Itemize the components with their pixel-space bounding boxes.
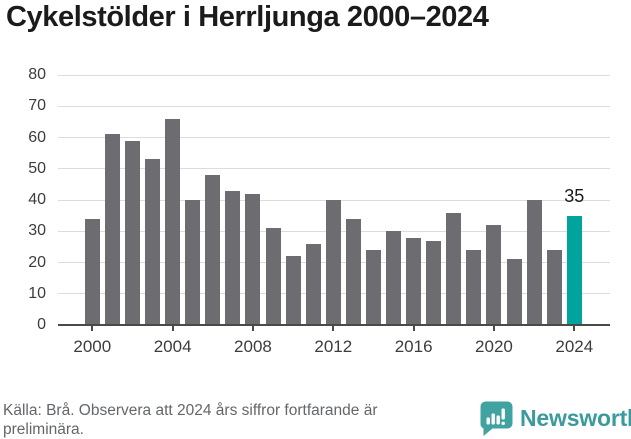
x-axis-tick-label: 2016 bbox=[394, 337, 433, 356]
x-axis-tick-label: 2004 bbox=[153, 337, 192, 356]
y-axis-tick-label: 40 bbox=[28, 191, 46, 208]
bar-2019 bbox=[466, 250, 482, 325]
bar-2002 bbox=[124, 140, 140, 325]
chart-title: Cykelstölder i Herrljunga 2000–2024 bbox=[6, 1, 489, 33]
highlight-value-label: 35 bbox=[564, 185, 585, 206]
newsworthy-logo: Newsworthy bbox=[478, 400, 631, 436]
bar-2008 bbox=[245, 193, 261, 325]
bar-2007 bbox=[225, 190, 241, 325]
bar-2017 bbox=[426, 240, 442, 325]
gridline bbox=[58, 74, 610, 76]
bar-2024 bbox=[566, 215, 582, 325]
bar-2015 bbox=[386, 231, 402, 325]
x-axis-tick bbox=[492, 326, 495, 331]
x-axis-tick bbox=[171, 326, 174, 331]
gridline bbox=[58, 168, 610, 170]
gridline bbox=[58, 105, 610, 107]
gridline bbox=[58, 137, 610, 138]
bar-2005 bbox=[185, 200, 201, 325]
bar-2018 bbox=[446, 212, 462, 325]
bar-2004 bbox=[165, 118, 181, 325]
bar-2016 bbox=[406, 237, 422, 325]
x-axis-tick bbox=[91, 326, 94, 331]
bar-2020 bbox=[486, 225, 502, 325]
x-axis-tick-label: 2008 bbox=[234, 337, 272, 356]
bar-2013 bbox=[345, 218, 361, 325]
bar-2000 bbox=[84, 218, 100, 325]
bar-2021 bbox=[506, 259, 522, 325]
x-axis-tick bbox=[332, 326, 335, 331]
y-axis-tick-label: 10 bbox=[28, 284, 46, 302]
bar-2023 bbox=[546, 250, 562, 325]
y-axis-tick-label: 60 bbox=[28, 128, 46, 146]
x-axis-tick bbox=[251, 326, 254, 331]
x-axis-tick bbox=[412, 326, 415, 331]
bar-2010 bbox=[285, 256, 301, 325]
x-axis-tick-label: 2012 bbox=[314, 337, 353, 356]
y-axis-tick-label: 20 bbox=[28, 253, 46, 271]
bar-2003 bbox=[145, 159, 161, 325]
x-axis-tick-label: 2020 bbox=[475, 337, 513, 356]
x-axis-tick-label: 2024 bbox=[555, 337, 594, 356]
bar-2006 bbox=[205, 175, 221, 325]
x-axis-line bbox=[58, 324, 610, 326]
bar-2012 bbox=[325, 200, 341, 325]
y-axis-tick-label: 50 bbox=[28, 159, 46, 177]
bar-2014 bbox=[365, 250, 381, 325]
bar-2001 bbox=[104, 134, 120, 325]
bar-2011 bbox=[305, 243, 321, 325]
newsworthy-speech-bubble-barchart-icon bbox=[478, 400, 514, 436]
bar-2022 bbox=[526, 200, 542, 325]
y-axis-tick-label: 0 bbox=[37, 316, 46, 333]
y-axis-tick-label: 30 bbox=[28, 222, 46, 240]
y-axis-tick-label: 80 bbox=[28, 66, 46, 83]
x-axis-tick bbox=[573, 326, 576, 331]
bar-2009 bbox=[265, 228, 281, 325]
x-axis-tick-label: 2000 bbox=[73, 337, 112, 356]
newsworthy-wordmark: Newsworthy bbox=[520, 405, 631, 431]
y-axis-tick-label: 70 bbox=[28, 97, 46, 115]
source-note: Källa: Brå. Observera att 2024 års siffr… bbox=[3, 402, 378, 438]
